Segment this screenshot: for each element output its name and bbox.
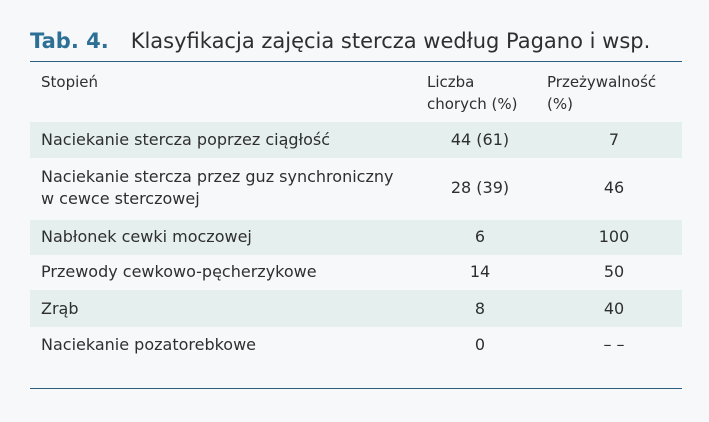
header-survival-line2: (%) [547, 95, 573, 113]
cell-survival: 46 [603, 178, 625, 197]
cell-survival: 100 [598, 227, 630, 246]
top-rule [30, 61, 682, 62]
cell-stage-line2: w cewce sterczowej [41, 189, 200, 208]
cell-survival: 50 [603, 262, 625, 281]
table-row: Przewody cewkowo-pęcherzykowe 14 50 [30, 255, 682, 290]
table-row: Naciekanie stercza przez guz synchronicz… [30, 158, 682, 220]
table-label: Tab. 4. [30, 29, 109, 53]
table-caption: Tab. 4. Klasyfikacja zajęcia stercza wed… [30, 27, 682, 55]
table-row: Naciekanie stercza poprzez ciągłość 44 (… [30, 122, 682, 158]
cell-stage: Naciekanie stercza przez guz synchronicz… [41, 166, 393, 210]
cell-stage-line1: Naciekanie stercza przez guz synchronicz… [41, 167, 394, 186]
header-count: Liczba chorych (%) [427, 71, 517, 115]
cell-stage: Nabłonek cewki moczowej [41, 227, 252, 246]
table-row: Naciekanie pozatorebkowe 0 – – [30, 327, 682, 363]
cell-stage: Naciekanie pozatorebkowe [41, 335, 257, 354]
cell-stage: Zrąb [41, 299, 79, 318]
cell-survival: 7 [608, 130, 620, 149]
bottom-rule [30, 388, 682, 389]
table-row: Nabłonek cewki moczowej 6 100 [30, 220, 682, 255]
cell-count: 28 (39) [450, 178, 510, 197]
cell-count: 8 [474, 299, 486, 318]
cell-survival: 40 [603, 299, 625, 318]
header-count-line2: chorych (%) [427, 95, 518, 113]
cell-stage: Przewody cewkowo-pęcherzykowe [41, 262, 317, 281]
cell-survival: – – [603, 335, 625, 354]
header-count-line1: Liczba [427, 73, 475, 91]
cell-count: 14 [469, 262, 491, 281]
header-stage: Stopień [41, 73, 99, 91]
table-row: Zrąb 8 40 [30, 290, 682, 327]
table-title: Klasyfikacja zajęcia stercza według Paga… [130, 29, 651, 53]
cell-count: 44 (61) [450, 130, 510, 149]
cell-count: 6 [474, 227, 486, 246]
header-survival: Przeżywalność (%) [547, 71, 656, 115]
header-survival-line1: Przeżywalność [547, 73, 657, 91]
cell-count: 0 [474, 335, 486, 354]
cell-stage: Naciekanie stercza poprzez ciągłość [41, 130, 331, 149]
